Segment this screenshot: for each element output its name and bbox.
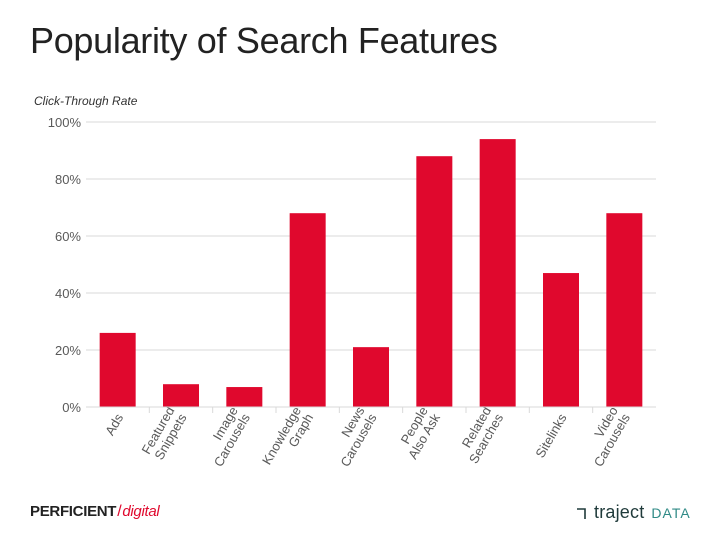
x-tick-label: RelatedSearches: [454, 404, 507, 466]
x-tick-label: FeaturedSnippets: [138, 404, 189, 464]
chart-title: Popularity of Search Features: [30, 20, 498, 61]
bar: [353, 347, 389, 407]
x-tick-label: ImageCarousels: [199, 404, 254, 470]
x-tick-label: Ads: [102, 411, 126, 438]
x-tick-label: Sitelinks: [532, 411, 569, 461]
y-tick-label: 80%: [55, 172, 81, 187]
x-tick-label-line: Ads: [102, 411, 126, 438]
bar: [479, 139, 516, 407]
bar: [416, 156, 453, 407]
perficient-logo-text: PERFICIENT: [30, 503, 117, 520]
y-tick-label: 40%: [55, 286, 81, 301]
x-tick-label: VideoCarousels: [579, 404, 634, 470]
y-tick-label: 0%: [62, 400, 81, 415]
y-tick-label: 60%: [55, 229, 81, 244]
bar-chart: Click-Through Rate 0% 20% 40% 60% 80% 100% Ads F…: [34, 94, 656, 474]
bar: [163, 384, 199, 407]
x-tick-label: KnowledgeGraph: [259, 404, 316, 474]
x-tick-label-line: Sitelinks: [532, 411, 569, 461]
traject-logo-text: traject: [594, 502, 645, 522]
bar: [543, 273, 579, 407]
digital-logo-text: digital: [122, 503, 160, 520]
x-tick-label: PeopleAlso Ask: [393, 404, 443, 462]
logo-slash: /: [117, 503, 122, 520]
bar: [289, 213, 326, 407]
x-tick-label: NewsCarousels: [325, 404, 380, 470]
traject-data-logo: traject DATA: [576, 502, 691, 523]
traject-bracket-icon: [577, 507, 586, 519]
perficient-digital-logo: PERFICIENT/digital: [30, 503, 160, 521]
bar: [99, 332, 136, 407]
data-logo-text: DATA: [651, 504, 691, 521]
bar: [606, 213, 643, 407]
y-axis-label: Click-Through Rate: [34, 94, 138, 108]
bar: [226, 387, 263, 407]
y-tick-label: 20%: [55, 343, 81, 358]
y-tick-label: 100%: [48, 115, 82, 130]
